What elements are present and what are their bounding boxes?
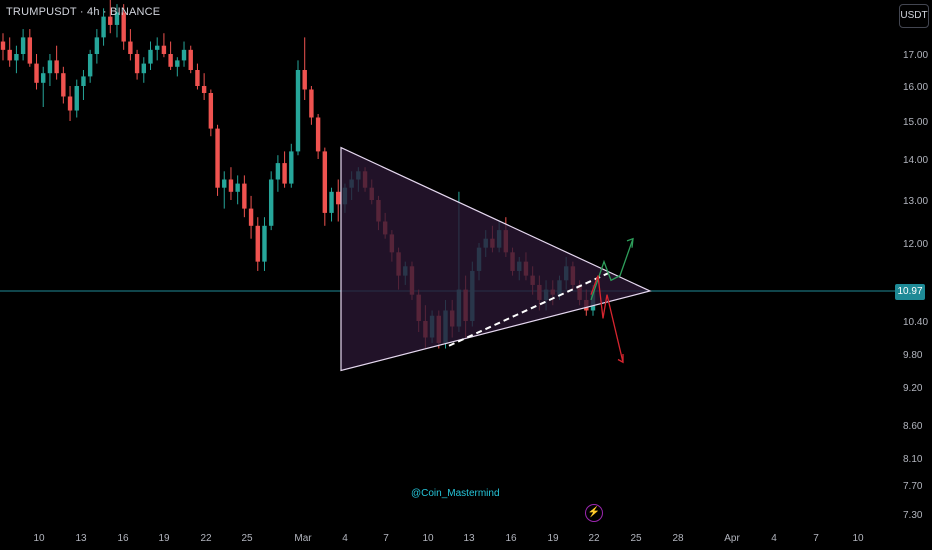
- x-tick-label: 25: [630, 533, 642, 544]
- lightning-icon[interactable]: ⚡: [585, 504, 603, 522]
- candle: [282, 151, 287, 188]
- x-tick-label: 19: [547, 533, 559, 544]
- candle: [208, 89, 214, 137]
- candle: [255, 217, 260, 271]
- y-tick-label: 10.40: [903, 317, 928, 328]
- candle: [228, 167, 234, 200]
- candle: [128, 29, 133, 61]
- candle: [235, 175, 240, 205]
- author-watermark: @Coin_Mastermind: [411, 488, 500, 499]
- candle: [108, 0, 113, 34]
- candle: [315, 114, 321, 159]
- candle: [121, 4, 126, 50]
- x-tick-label: 16: [117, 533, 129, 544]
- x-tick-label: 16: [505, 533, 517, 544]
- x-tick-label: 22: [200, 533, 212, 544]
- candle: [262, 217, 267, 271]
- y-tick-label: 16.00: [903, 82, 928, 93]
- candle: [188, 45, 193, 74]
- candle: [101, 8, 106, 46]
- candle: [41, 66, 46, 107]
- y-tick-label: 8.60: [903, 421, 923, 432]
- x-tick-label: 19: [158, 533, 170, 544]
- candle: [61, 66, 66, 104]
- y-tick-label: 9.20: [903, 383, 923, 394]
- y-tick-label: 9.80: [903, 350, 923, 361]
- candle: [67, 86, 73, 121]
- candle: [322, 147, 328, 226]
- candle: [87, 49, 93, 83]
- candle: [268, 171, 274, 231]
- candle: [81, 70, 86, 100]
- bearish-projection-arrow[interactable]: [590, 275, 624, 364]
- candle: [14, 45, 19, 74]
- candle: [114, 4, 120, 38]
- y-tick-label: 14.00: [903, 155, 928, 166]
- candle: [215, 124, 220, 196]
- x-tick-label: 4: [771, 533, 777, 544]
- symbol-info: TRUMPUSDT · 4h · BINANCE: [6, 6, 161, 18]
- candle: [141, 57, 146, 83]
- candle: [168, 41, 173, 70]
- y-tick-label: 8.10: [903, 454, 923, 465]
- candle: [74, 79, 79, 118]
- x-tick-label: 25: [241, 533, 253, 544]
- candle: [302, 37, 307, 100]
- x-tick-label: 4: [342, 533, 348, 544]
- candle: [94, 29, 100, 64]
- x-tick-label: Apr: [724, 533, 740, 544]
- y-tick-label: 7.30: [903, 510, 923, 521]
- y-tick-label: 17.00: [903, 50, 928, 61]
- x-tick-label: 10: [422, 533, 434, 544]
- support-trendline-dashed[interactable]: [448, 272, 609, 347]
- candle: [7, 37, 12, 67]
- x-tick-label: Mar: [294, 533, 312, 544]
- candle: [27, 29, 33, 67]
- candle: [289, 143, 294, 188]
- candle: [155, 37, 160, 61]
- candle: [134, 49, 140, 80]
- y-tick-label: 12.00: [903, 239, 928, 250]
- candle: [148, 41, 153, 70]
- candle: [309, 86, 314, 125]
- candle: [0, 33, 6, 61]
- candle: [248, 195, 254, 239]
- candle: [54, 45, 59, 80]
- x-tick-label: 13: [75, 533, 87, 544]
- candle: [222, 171, 227, 209]
- y-tick-label: 7.70: [903, 481, 923, 492]
- candle: [201, 73, 207, 100]
- x-tick-label: 28: [672, 533, 684, 544]
- symmetrical-triangle-pattern[interactable]: [340, 146, 652, 372]
- currency-button[interactable]: USDT: [899, 4, 929, 28]
- time-axis[interactable]: 10 13 16 19 22 25 Mar 4 7 10 13 16 19 22 25 28 Apr 4 7 10: [33, 533, 864, 544]
- candle: [336, 179, 341, 222]
- x-tick-label: 13: [463, 533, 475, 544]
- candle: [20, 29, 26, 61]
- candle: [175, 57, 180, 77]
- candle: [275, 155, 281, 192]
- x-tick-label: 10: [852, 533, 864, 544]
- x-tick-label: 7: [383, 533, 389, 544]
- candle: [295, 60, 301, 156]
- candle: [47, 54, 53, 86]
- candle: [161, 33, 167, 58]
- price-axis[interactable]: 17.00 16.00 15.00 14.00 13.00 12.00 10.40 9.80 9…: [903, 50, 928, 521]
- bullish-projection-arrow[interactable]: [590, 237, 634, 301]
- candle: [181, 41, 187, 67]
- candle: [34, 54, 39, 90]
- candle: [329, 187, 334, 222]
- current-price-label: 10.97: [895, 284, 925, 300]
- x-tick-label: 10: [33, 533, 45, 544]
- x-tick-label: 7: [813, 533, 819, 544]
- candle: [195, 63, 200, 90]
- x-tick-label: 22: [588, 533, 600, 544]
- y-tick-label: 15.00: [903, 117, 928, 128]
- y-tick-label: 13.00: [903, 196, 928, 207]
- candle: [242, 175, 247, 218]
